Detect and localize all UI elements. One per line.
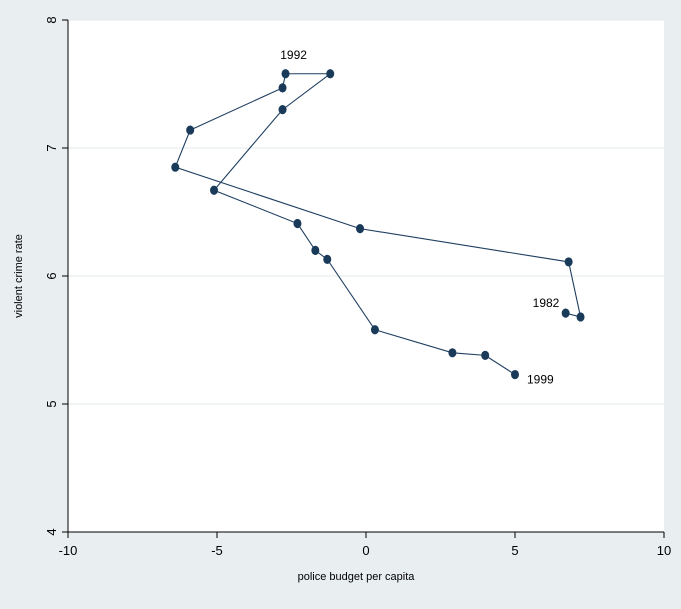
data-point [293,218,302,229]
x-axis-title: police budget per capita [298,571,416,583]
point-labels: 1982 1992 1999 [280,48,559,387]
data-point [323,254,332,264]
y-tick-label: 6 [44,272,59,279]
data-point [356,224,365,234]
y-tick-label: 5 [44,400,59,407]
data-point [576,312,585,322]
point-label: 1999 [527,373,554,387]
data-point [210,185,219,195]
series-line [174,73,582,376]
data-point [481,350,490,360]
data-point [370,325,379,335]
data-point [564,257,573,267]
y-tick-label: 8 [44,16,59,23]
x-ticks: -10 -5 0 5 10 [59,532,671,558]
series-layer [171,69,585,380]
data-point [281,69,290,79]
x-tick-label: -5 [211,543,223,558]
data-point [311,245,320,255]
y-tick-label: 7 [44,144,59,151]
y-ticks: 4 5 6 7 8 [44,16,68,536]
point-label: 1982 [533,296,560,310]
y-tick-label: 4 [44,528,59,535]
data-point [326,69,335,79]
data-point [448,348,457,358]
x-tick-label: 10 [657,543,671,558]
x-tick-label: 0 [362,543,369,558]
x-tick-label: 5 [511,543,518,558]
data-point [171,162,180,172]
data-point [511,369,519,380]
data-point [278,105,287,115]
x-tick-label: -10 [59,543,78,558]
grid-lines [68,19,664,405]
data-point [186,125,195,135]
data-point [278,83,287,93]
data-point [561,308,570,318]
y-axis-title: violent crime rate [13,234,25,318]
point-label: 1992 [280,48,307,62]
